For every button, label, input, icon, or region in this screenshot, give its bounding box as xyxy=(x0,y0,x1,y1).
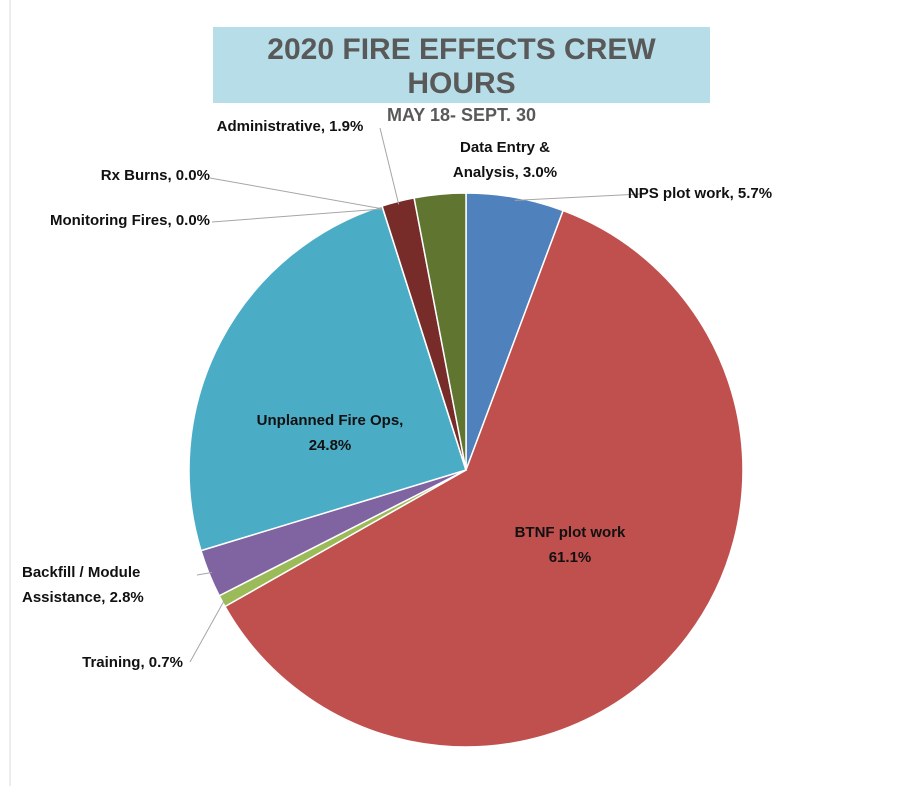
slice-name: Data Entry & Analysis, xyxy=(452,139,551,181)
slice-name: Rx Burns, xyxy=(100,167,172,184)
slice-name: Administrative, xyxy=(216,118,325,135)
chart-subtitle: MAY 18- SEPT. 30 xyxy=(386,105,537,125)
slice-name: Monitoring Fires, xyxy=(49,212,172,229)
data-label: Data Entry & Analysis, 3.0% xyxy=(430,135,580,185)
leader-line xyxy=(211,208,384,223)
slice-value: 2.8% xyxy=(109,589,144,606)
pie-slice xyxy=(413,192,467,471)
title-box: 2020 FIRE EFFECTS CREW HOURS MAY 18- SEP… xyxy=(213,27,710,125)
data-label: NPS plot work, 5.7% xyxy=(625,181,775,206)
data-label: Administrative, 1.9% xyxy=(210,114,370,139)
slice-name: Backfill / Module Assistance, xyxy=(22,564,141,606)
slice-value: 0.0% xyxy=(175,167,210,184)
slice-name: Unplanned Fire Ops, xyxy=(256,412,404,429)
data-label: Monitoring Fires, 0.0% xyxy=(45,208,215,233)
data-label: Rx Burns, 0.0% xyxy=(40,163,210,188)
leader-line xyxy=(196,571,212,576)
data-label: Unplanned Fire Ops, 24.8% xyxy=(250,408,410,458)
leader-line xyxy=(209,177,384,210)
leader-line xyxy=(514,193,641,201)
pie-slice xyxy=(223,209,744,748)
data-label: Training, 0.7% xyxy=(20,650,183,675)
slice-value: 61.1% xyxy=(548,549,592,566)
slice-value: 3.0% xyxy=(522,164,558,181)
slice-name: BTNF plot work xyxy=(514,524,626,541)
data-label: BTNF plot work 61.1% xyxy=(500,520,640,570)
slice-name: NPS plot work, xyxy=(627,185,734,202)
slice-value: 1.9% xyxy=(329,118,364,135)
slice-name: Training, xyxy=(82,654,145,671)
leader-line xyxy=(189,599,226,663)
chart-title: 2020 FIRE EFFECTS CREW HOURS xyxy=(267,33,656,100)
slice-value: 5.7% xyxy=(737,185,773,202)
slice-value: 0.0% xyxy=(175,212,211,229)
leader-line xyxy=(379,127,400,205)
slice-value: 24.8% xyxy=(308,437,352,454)
data-label: Backfill / Module Assistance, 2.8% xyxy=(22,560,187,610)
slice-value: 0.7% xyxy=(148,654,183,671)
pie-slice xyxy=(188,205,467,552)
